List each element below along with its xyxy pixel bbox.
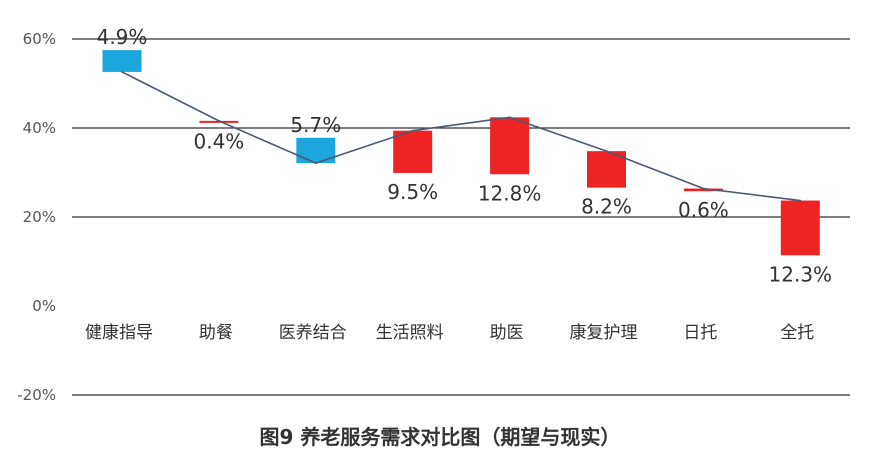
x-tick-label: 医养结合 [279, 323, 347, 343]
data-label: 5.7% [290, 113, 341, 137]
expectation-point [315, 162, 317, 164]
data-label: 0.6% [678, 198, 729, 222]
y-tick-label: 0% [32, 297, 56, 315]
x-tick-label: 全托 [780, 323, 814, 343]
expectation-point [508, 116, 511, 119]
y-tick-label: -20% [17, 386, 56, 404]
x-tick-label: 康复护理 [570, 323, 638, 343]
chart-title: 图9 养老服务需求对比图（期望与现实） [260, 425, 621, 449]
x-tick-label: 日托 [683, 323, 717, 343]
bar-7 [683, 188, 723, 192]
x-tick-label: 助餐 [199, 323, 233, 343]
bar-2 [199, 120, 239, 123]
bar-5 [490, 117, 530, 175]
x-tick-label: 健康指导 [85, 323, 153, 343]
bar-8 [780, 200, 820, 256]
data-label: 8.2% [581, 195, 632, 219]
bar-4 [393, 130, 433, 173]
y-tick-label: 20% [23, 208, 56, 226]
data-label: 0.4% [193, 130, 244, 154]
y-tick-label: 60% [23, 30, 56, 48]
expectation-point [605, 150, 608, 152]
data-label: 12.8% [478, 181, 542, 205]
expectation-point [702, 187, 705, 190]
expectation-point [799, 199, 802, 202]
bar-1 [102, 50, 142, 72]
data-label: 9.5% [387, 180, 438, 204]
y-tick-label: 40% [23, 119, 56, 137]
expectation-point [218, 120, 220, 122]
x-tick-label: 生活照料 [376, 323, 444, 343]
data-label: 4.9% [97, 25, 148, 49]
data-label: 12.3% [769, 262, 833, 286]
expectation-line [121, 71, 801, 202]
x-tick-label: 助医 [490, 323, 524, 343]
expectation-point [411, 129, 414, 132]
bar-6 [587, 151, 626, 188]
expectation-point [121, 71, 123, 73]
